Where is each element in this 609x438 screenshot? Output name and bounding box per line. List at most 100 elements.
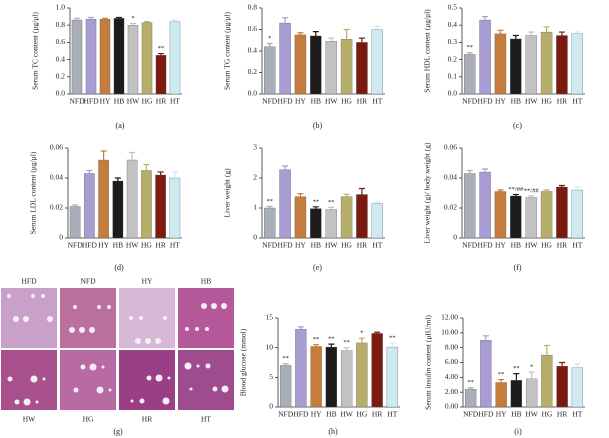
y-tick-label: 0 <box>59 233 63 242</box>
x-tick-label: HW <box>325 97 338 106</box>
x-tick-label: HB <box>511 241 521 250</box>
x-tick-label: NFD <box>262 97 278 106</box>
error-bar <box>74 17 80 21</box>
error-bar <box>86 169 93 174</box>
bar <box>310 208 322 239</box>
x-tick-label: NFD <box>69 97 85 106</box>
bar <box>525 378 538 408</box>
x-tick-label: HW <box>525 241 538 250</box>
error-bar <box>558 184 565 187</box>
tissue-spot <box>47 316 53 322</box>
significance-label: * <box>360 330 363 337</box>
bar <box>155 55 167 95</box>
x-tick-label: HR <box>357 241 367 250</box>
error-bar <box>312 206 319 209</box>
significance-label: **/## <box>508 186 524 193</box>
error-bar <box>297 193 304 197</box>
error-bar <box>282 165 289 170</box>
histology-image <box>60 288 116 348</box>
error-bar <box>512 34 519 39</box>
image-label: HB <box>201 277 211 286</box>
x-tick-label: HT <box>170 241 180 250</box>
x-tick-label: HFD <box>278 97 294 106</box>
y-tick-label: 1.0 <box>56 3 66 12</box>
error-bar <box>328 206 335 210</box>
y-tick-label: 0.6 <box>56 37 66 46</box>
bar <box>141 170 152 239</box>
x-tick-label: HY <box>100 97 111 106</box>
bar <box>340 196 353 239</box>
y-tick-label: 10 <box>266 342 274 351</box>
error-bar <box>574 31 581 34</box>
tissue-spot <box>146 375 152 381</box>
tissue-spot <box>145 338 151 344</box>
x-tick-label: HW <box>340 410 353 419</box>
bar <box>510 38 522 95</box>
bar <box>541 354 553 408</box>
y-tick-label: 0.06 <box>444 143 457 152</box>
bar <box>556 366 568 408</box>
x-tick-label: HG <box>142 97 153 106</box>
bar <box>479 171 491 239</box>
tissue-spot <box>89 363 97 371</box>
tissue-spot <box>73 387 79 393</box>
tissue-spot <box>185 327 189 331</box>
x-tick-label: HY <box>98 241 109 250</box>
significance-label: ** <box>343 339 350 346</box>
tissue-spot <box>139 398 145 404</box>
x-tick-label: HR <box>156 97 166 106</box>
tissue-spot <box>221 385 229 393</box>
bar <box>84 173 95 239</box>
y-tick-label: 12.00 <box>441 313 458 322</box>
error-bar <box>467 387 474 390</box>
error-bar <box>343 347 350 351</box>
tissue-spot <box>162 397 170 405</box>
tissue-spot <box>89 327 95 333</box>
x-tick-label: HB <box>511 97 521 106</box>
bar <box>356 42 368 95</box>
x-tick-label: HT <box>372 241 382 250</box>
error-bar <box>482 168 489 172</box>
tissue-spot <box>31 294 35 298</box>
error-bar <box>102 17 108 20</box>
bar <box>540 191 553 239</box>
y-axis-label: Serum insulin content (μIU/ml) <box>424 315 433 410</box>
error-bar <box>172 19 178 22</box>
error-bar <box>144 21 150 23</box>
error-bar <box>374 201 381 204</box>
bar <box>371 29 383 95</box>
y-tick-label: 8.00 <box>445 342 458 351</box>
error-bar <box>266 42 273 47</box>
y-tick-label: 0.1 <box>448 72 458 81</box>
significance-label: ** <box>266 198 273 205</box>
bar <box>371 203 383 239</box>
tissue-spot <box>30 375 38 383</box>
y-tick-label: 0.2 <box>56 72 66 81</box>
x-tick-label: HR <box>357 97 367 106</box>
tissue-spot <box>163 316 167 320</box>
x-tick-label: HW <box>325 241 338 250</box>
y-tick-label: 0.3 <box>448 37 458 46</box>
significance-label: ** <box>313 198 320 205</box>
bar <box>325 41 337 95</box>
bar <box>279 365 292 408</box>
bar <box>571 33 583 95</box>
bar <box>325 346 338 408</box>
error-bar <box>558 31 565 36</box>
y-tick-label: 4.00 <box>445 372 458 381</box>
significance-label: ** <box>466 44 473 51</box>
x-tick-label: NFD <box>278 410 294 419</box>
x-tick-label: HY <box>311 410 322 419</box>
y-tick-label: 0.04 <box>50 173 63 182</box>
y-tick-label: 0.00 <box>445 402 458 411</box>
error-bar <box>528 195 535 198</box>
significance-label: ** <box>282 355 289 362</box>
tissue-spot <box>155 374 163 382</box>
bar <box>464 389 477 408</box>
y-tick-label: 0 <box>253 233 257 242</box>
error-bar <box>143 163 150 171</box>
tissue-spot <box>23 316 29 322</box>
bar <box>155 174 166 239</box>
error-bar <box>358 37 365 43</box>
x-tick-label: HG <box>356 410 367 419</box>
